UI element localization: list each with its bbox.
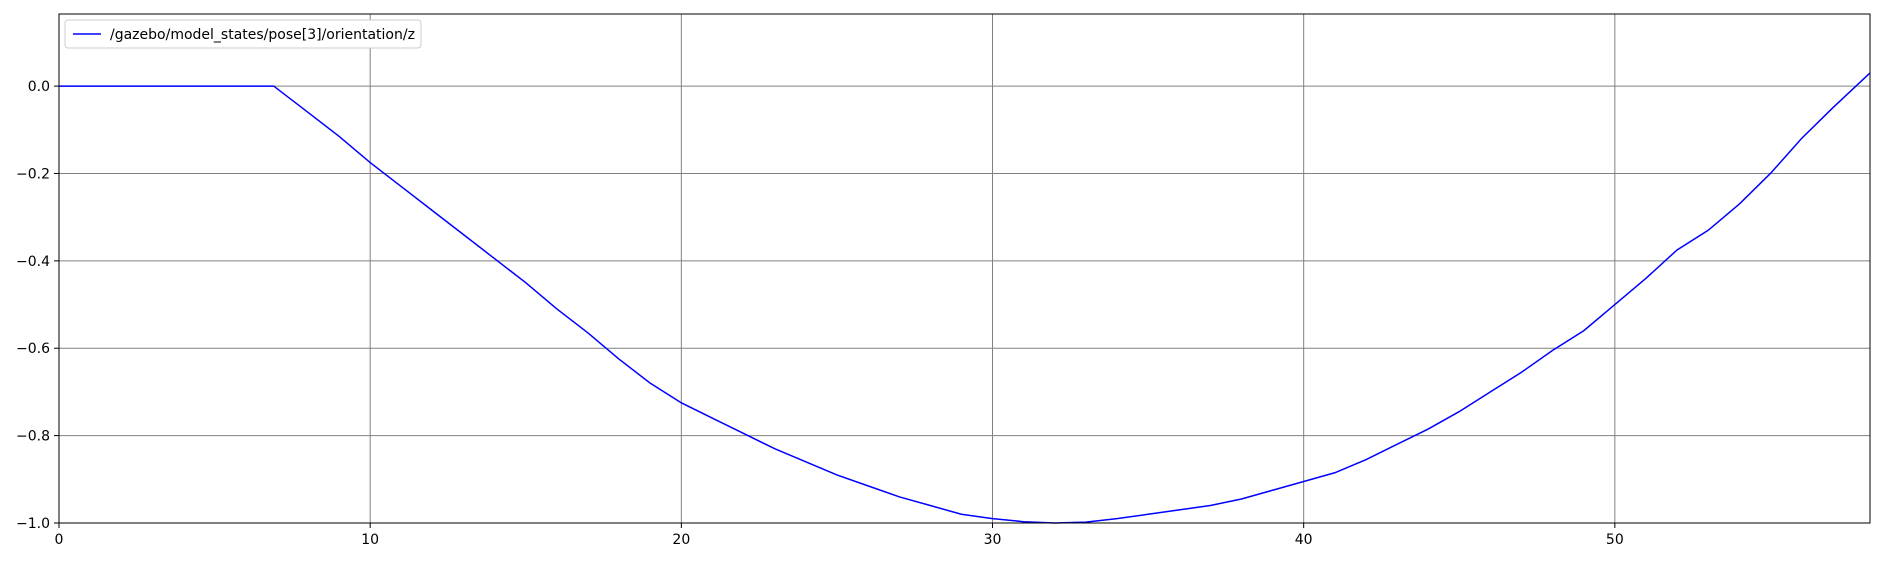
- legend-box: [64, 19, 422, 49]
- x-tick-label: 20: [672, 532, 690, 548]
- x-tick-label: 50: [1606, 532, 1624, 548]
- x-tick-label: 40: [1295, 532, 1313, 548]
- y-tick-label: −0.6: [16, 341, 50, 357]
- y-tick-label: −0.2: [16, 166, 50, 182]
- y-tick-label: 0.0: [28, 79, 50, 95]
- x-tick-label: 0: [55, 532, 64, 548]
- x-tick-label: 10: [361, 532, 379, 548]
- y-tick-label: −0.4: [16, 254, 50, 270]
- legend: /gazebo/model_states/pose[3]/orientation…: [64, 19, 422, 49]
- y-tick-label: −0.8: [16, 429, 50, 445]
- data-line: [59, 72, 1871, 524]
- axes-frame: [58, 13, 1871, 524]
- y-tick-label: −1.0: [16, 516, 50, 532]
- legend-label: /gazebo/model_states/pose[3]/orientation…: [110, 27, 415, 43]
- x-tick-label: 30: [984, 532, 1002, 548]
